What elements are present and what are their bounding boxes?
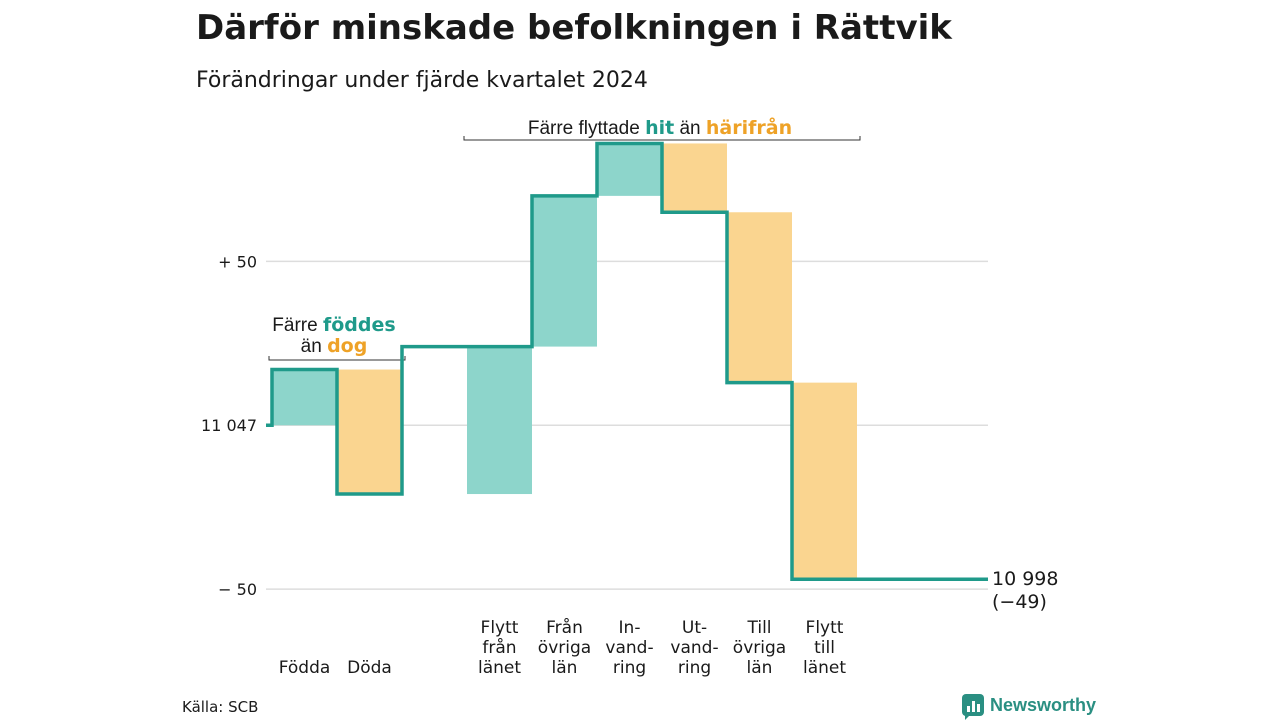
- category-label: Till övriga län: [732, 618, 787, 678]
- end-value-label: 10 998: [992, 568, 1058, 590]
- moves-bracket: [463, 136, 861, 141]
- annotation-moves-harifran: härifrån: [705, 117, 793, 139]
- annotation-brackets: [268, 136, 861, 361]
- bar-5: [597, 143, 662, 196]
- category-label: In- vand- ring: [605, 618, 654, 678]
- category-label: Födda: [278, 658, 331, 678]
- annotation-moves-mid: än: [679, 118, 701, 139]
- bar-7: [727, 212, 792, 383]
- running-total-line: [266, 141, 988, 581]
- source-note: Källa: SCB: [182, 698, 259, 716]
- end-change-label: (−49): [992, 591, 1047, 613]
- chart-title: Därför minskade befolkningen i Rättvik: [196, 8, 952, 48]
- brand-logo: Newsworthy: [962, 694, 1097, 720]
- y-axis-labels: + 50 11 047 − 50: [201, 252, 257, 599]
- bar-3: [467, 346, 532, 495]
- y-tick-label: + 50: [218, 252, 257, 271]
- chart-subtitle: Förändringar under fjärde kvartalet 2024: [196, 68, 648, 93]
- bar-1: [272, 369, 337, 426]
- bar-8: [792, 382, 857, 580]
- category-label: Flytt från länet: [477, 618, 522, 678]
- annotation-moves-text: Färre flyttade: [527, 118, 640, 139]
- annotation-births-mid: än: [300, 336, 322, 357]
- bars: [272, 143, 857, 580]
- annotation-births-foddes: föddes: [322, 314, 396, 336]
- bar-6: [662, 143, 727, 213]
- bar-4: [532, 195, 597, 347]
- annotation-moves-hit: hit: [645, 117, 675, 139]
- newsworthy-logo-icon: [962, 694, 984, 720]
- bar-2: [337, 369, 402, 495]
- annotation-births: Färre föddes än dog: [236, 315, 432, 357]
- category-label: Från övriga län: [537, 618, 592, 678]
- brand-name: Newsworthy: [990, 694, 1097, 715]
- annotation-moves: Färre flyttade hit än härifrån: [480, 117, 840, 140]
- category-label: Flytt till länet: [802, 618, 847, 678]
- annotation-births-text: Färre: [272, 315, 318, 336]
- y-tick-label: 11 047: [201, 416, 257, 435]
- category-label: Döda: [347, 658, 392, 678]
- category-label: Ut- vand- ring: [670, 618, 719, 678]
- annotation-births-dog: dog: [327, 335, 368, 357]
- y-tick-label: − 50: [218, 580, 257, 599]
- births-bracket: [268, 356, 406, 361]
